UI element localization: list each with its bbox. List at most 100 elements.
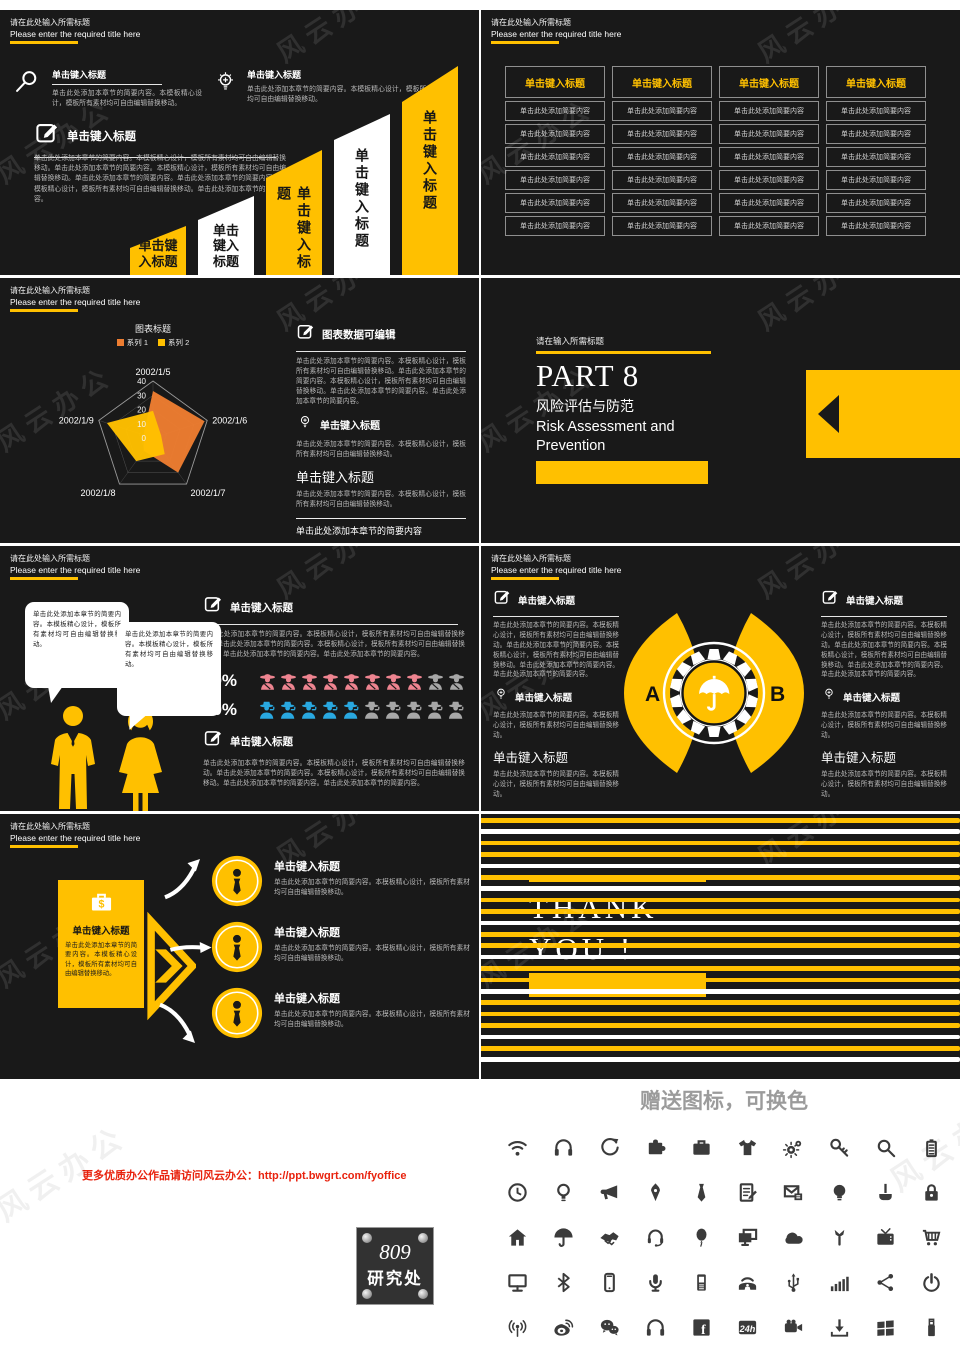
svg-text:$: $ [98,899,104,911]
item-body: 单击此处添加本章节的简要内容。本模板精心设计，模板所有素材均可自由编辑替换移动。 [274,945,470,963]
stripe [481,909,960,914]
wrench-icon [816,1215,862,1260]
stripe [481,1046,960,1051]
edit-section-body: 单击此处添加本章节的简要内容。本模板精心设计，模板所有素材均可自由编辑替换移动。… [34,155,286,203]
svg-text:2002/1/9: 2002/1/9 [59,415,94,425]
idea-bulb-icon [296,413,314,436]
table-column: 单击键入标题 单击此处添加简要内容 单击此处添加简要内容 单击此处添加简要内容 单击此处… [719,66,819,236]
rivet-icon [362,1233,372,1243]
battery-icon [908,1125,954,1170]
slide-title-block: 请在此处输入所需标题 Please enter the required tit… [491,17,621,44]
headphones-large-icon [632,1305,678,1350]
chart-header: 图表标题 系列 1 系列 2 [48,322,258,348]
slide-7-flow-diagram: 请在此处输入所需标题 Please enter the required tit… [0,814,479,1079]
24h-badge-icon: 24h [724,1305,770,1350]
radar-chart: 2002/1/5 2002/1/6 2002/1/7 2002/1/8 2002/1/9… [48,356,258,541]
bulb-solid-icon [816,1170,862,1215]
section-title: 单击键入标题 [247,70,302,80]
stripe [481,977,960,983]
puzzle-icon [632,1125,678,1170]
table-header: 单击键入标题 [612,66,712,98]
slide-title-cn: 请在此处输入所需标题 [10,554,90,563]
stripe [481,1023,960,1028]
stamp-text: 研究处 [367,1270,423,1288]
bonus-icons-title: 赠送图标，可换色 [640,1090,808,1113]
slide-title-cn: 请在此处输入所需标题 [491,554,571,563]
bulb-outline-icon [540,1170,586,1215]
curved-arrow-up-icon [160,854,210,909]
rivet-icon [418,1289,428,1299]
table-cell: 单击此处添加简要内容 [826,124,926,144]
rivet-icon [362,1289,372,1299]
title-underline [491,577,559,580]
part-title-en: Risk Assessment and Prevention [536,419,675,454]
edit-pencil-icon [203,594,224,620]
paragraph: 单击此处添加本章节的简要内容。本模板精心设计，模板所有素材均可自由编辑替换移动。… [821,622,947,679]
tshirt-icon [724,1125,770,1170]
paragraph: 单击此处添加本章节的简要内容。本模板精心设计，模板所有素材均可自由编辑替换移动。… [493,622,619,679]
smartphone-icon [586,1260,632,1305]
idea-bulb-icon [821,686,837,707]
edit-section-title: 单击键入标题 [67,131,136,143]
lock-icon [908,1170,954,1215]
table-cell: 单击此处添加简要内容 [505,124,605,144]
windows-icon [862,1305,908,1350]
title-underline [491,41,559,44]
table-cell: 单击此处添加简要内容 [826,147,926,167]
svg-text:40: 40 [137,377,146,386]
edit-pencil-icon [296,322,316,347]
slide-title-en: Please enter the required title here [10,29,141,39]
heading: 单击键入标题 [320,421,380,433]
paragraph: 单击此处添加本章节的简要内容。本模板精心设计，模板所有素材均可自由编辑替换移动。 [296,491,466,509]
person-tie-badge-icon [210,986,264,1045]
edit-pencil-icon [203,728,224,754]
small-title: 请在输入所需标题 [536,335,711,354]
man-silhouette [51,706,95,809]
step-bar: 单击键入标题 [402,66,458,275]
chart-title: 图表标题 [134,324,171,334]
table-cell: 单击此处添加简要内容 [826,216,926,236]
watermark: 风云办公 [752,10,880,69]
heading: 单击键入标题 [515,692,573,704]
table-cell: 单击此处添加简要内容 [612,193,712,213]
stamp-number: 809 [379,1240,411,1264]
clock-icon [494,1170,540,1215]
table-column: 单击键入标题 单击此处添加简要内容 单击此处添加简要内容 单击此处添加简要内容 单击此处… [826,66,926,236]
paragraph: 单击此处添加本章节的简要内容。本模板精心设计，模板所有素材均可自由编辑替换移动。 [821,712,947,740]
table-cell: 单击此处添加简要内容 [612,170,712,190]
part-number: PART 8 [536,358,640,393]
stripe [481,1000,960,1005]
letter-b: B [770,683,785,706]
slide-2-table: 请在此处输入所需标题 Please enter the required tit… [481,10,960,275]
search-icon [862,1125,908,1170]
bluetooth-icon [540,1260,586,1305]
download-icon [816,1305,862,1350]
cloud-icon [770,1215,816,1260]
speech-bubble: 单击此处添加本章节的简要内容。本模板精心设计，模板所有素材均可自由编辑替换移动。 [25,602,129,688]
section-2: 单击键入标题 单击此处添加本章节的简要内容。本模板精心设计，模板所有素材均可自由… [247,68,447,105]
section-body: 单击此处添加本章节的简要内容。本模板精心设计，模板所有素材均可自由编辑替换移动。 [52,90,202,108]
table-cell: 单击此处添加简要内容 [719,124,819,144]
facebook-icon: f [678,1305,724,1350]
right-column: 单击键入标题 单击此处添加本章节的简要内容。本模板精心设计，模板所有素材均可自由… [203,594,469,789]
table-column: 单击键入标题 单击此处添加简要内容 单击此处添加简要内容 单击此处添加简要内容 单击此处… [505,66,605,236]
paragraph: 单击此处添加本章节的简要内容。本模板精心设计，模板所有素材均可自由编辑替换移动。 [493,771,619,798]
table-cell: 单击此处添加简要内容 [719,101,819,121]
slide-title-block: 请在此处输入所需标题 Please enter the required tit… [10,553,140,580]
content-table: 单击键入标题 单击此处添加简要内容 单击此处添加简要内容 单击此处添加简要内容 单击此处… [505,66,926,236]
stripe [481,989,960,994]
promo-link[interactable]: 更多优质办公作品请访问风云办公：http://ppt.bwgrt.com/fyo… [82,1170,407,1182]
heading: 单击键入标题 [230,735,293,748]
person-pictographs [257,670,467,692]
power-icon [908,1260,954,1305]
stripe [481,840,960,846]
heading: 单击键入标题 [230,601,293,614]
stripe [481,829,960,834]
footer-note: 单击此处添加本章节的简要内容 [296,518,466,537]
signal-bars-icon [816,1260,862,1305]
paragraph: 单击此处添加本章节的简要内容。本模板精心设计，模板所有素材均可自由编辑替换移动。… [203,631,465,659]
letter-a: A [645,683,660,706]
stripe [481,1057,960,1062]
paragraph: 单击此处添加本章节的简要内容。本模板精心设计，模板所有素材均可自由编辑替换移动。 [821,771,947,798]
refresh-icon [586,1125,632,1170]
